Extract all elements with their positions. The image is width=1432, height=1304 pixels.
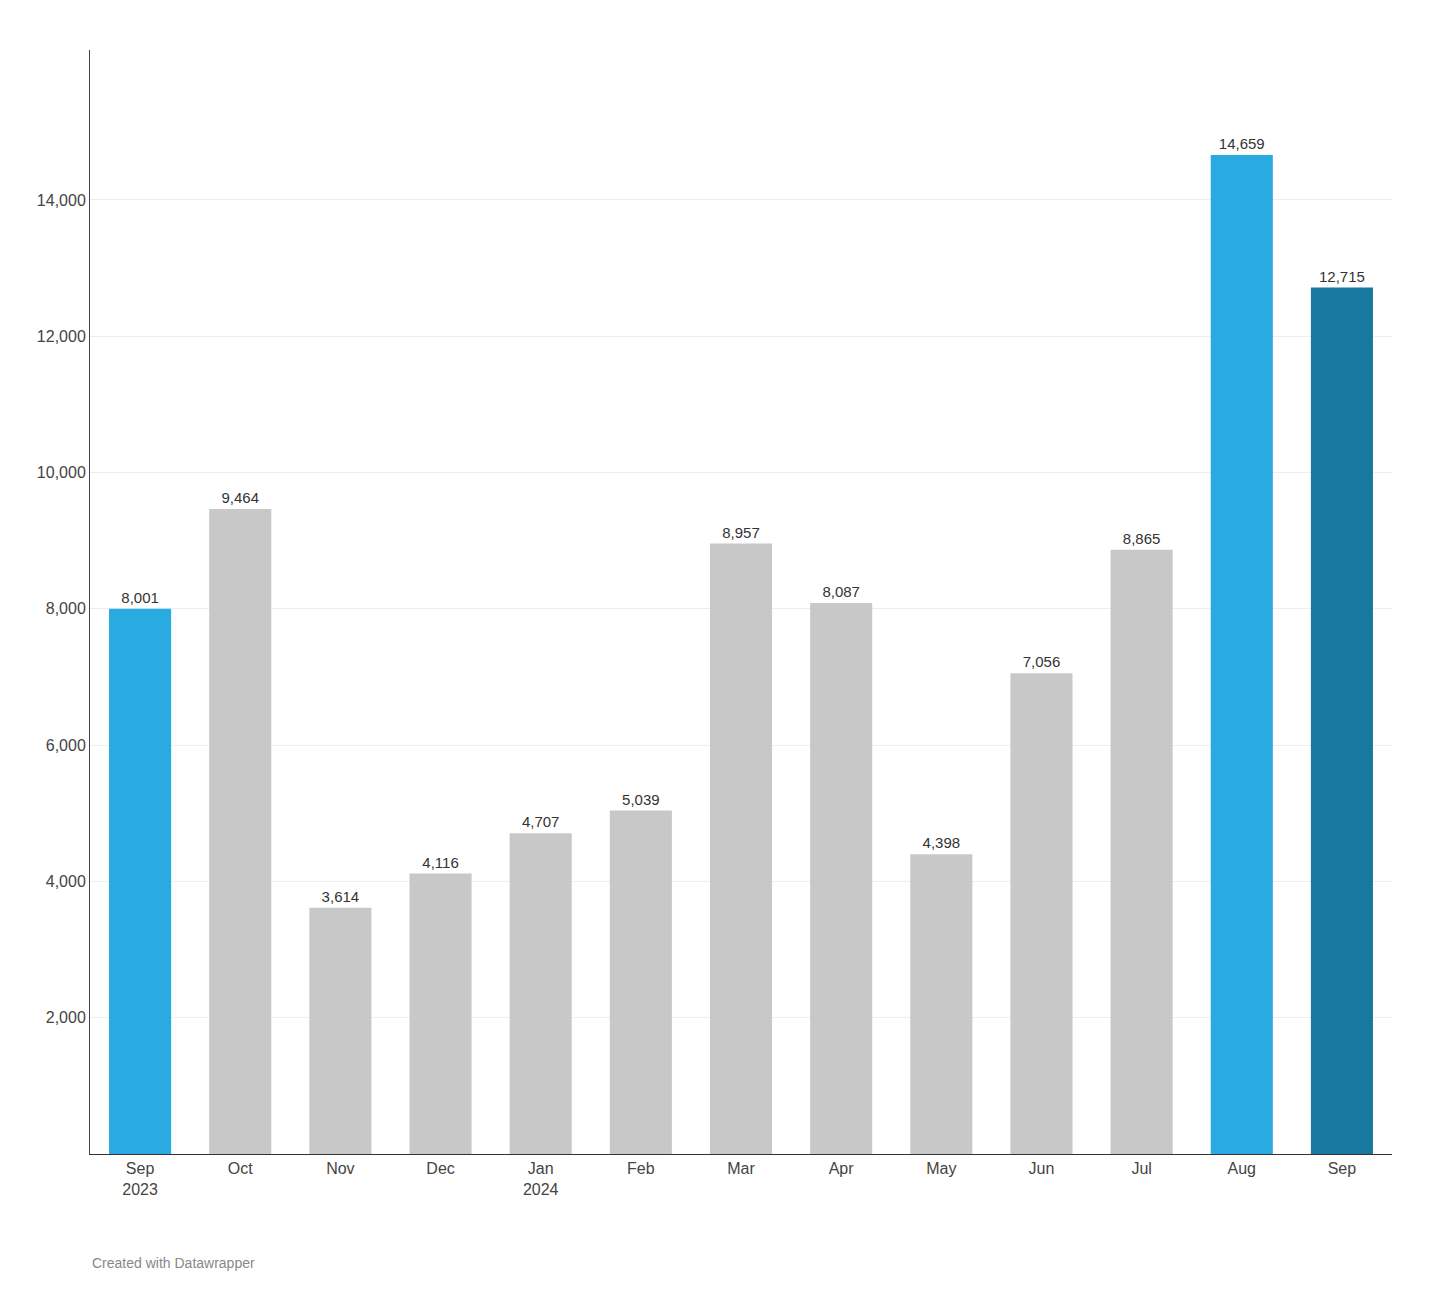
svg-text:8,957: 8,957 xyxy=(722,524,760,541)
svg-text:Jan2024: Jan2024 xyxy=(523,1160,559,1198)
svg-text:Aug: Aug xyxy=(1228,1160,1256,1177)
svg-text:6,000: 6,000 xyxy=(46,737,86,754)
svg-text:Sep: Sep xyxy=(1328,1160,1357,1177)
svg-text:14,659: 14,659 xyxy=(1219,135,1265,152)
svg-text:5,039: 5,039 xyxy=(622,791,660,808)
svg-text:2,000: 2,000 xyxy=(46,1009,86,1026)
svg-text:4,116: 4,116 xyxy=(422,854,458,871)
svg-text:Oct: Oct xyxy=(228,1160,253,1177)
svg-text:Dec: Dec xyxy=(426,1160,454,1177)
svg-text:3,614: 3,614 xyxy=(322,888,360,905)
svg-text:7,056: 7,056 xyxy=(1023,653,1061,670)
svg-text:4,398: 4,398 xyxy=(923,834,961,851)
svg-text:May: May xyxy=(926,1160,956,1177)
svg-text:14,000: 14,000 xyxy=(37,192,86,209)
svg-text:8,000: 8,000 xyxy=(46,600,86,617)
svg-text:4,707: 4,707 xyxy=(522,813,560,830)
svg-text:8,087: 8,087 xyxy=(822,583,860,600)
svg-text:9,464: 9,464 xyxy=(221,489,259,506)
svg-text:Jul: Jul xyxy=(1131,1160,1151,1177)
svg-text:Feb: Feb xyxy=(627,1160,655,1177)
svg-text:Apr: Apr xyxy=(829,1160,855,1177)
svg-text:Nov: Nov xyxy=(326,1160,354,1177)
svg-text:10,000: 10,000 xyxy=(37,464,86,481)
svg-text:Mar: Mar xyxy=(727,1160,755,1177)
svg-text:Sep2023: Sep2023 xyxy=(122,1160,158,1198)
svg-text:8,001: 8,001 xyxy=(121,589,159,606)
svg-text:Created with Datawrapper: Created with Datawrapper xyxy=(92,1255,255,1271)
svg-text:8,865: 8,865 xyxy=(1123,530,1161,547)
svg-text:12,000: 12,000 xyxy=(37,328,86,345)
svg-text:4,000: 4,000 xyxy=(46,873,86,890)
svg-text:12,715: 12,715 xyxy=(1319,268,1365,285)
svg-text:Jun: Jun xyxy=(1029,1160,1055,1177)
